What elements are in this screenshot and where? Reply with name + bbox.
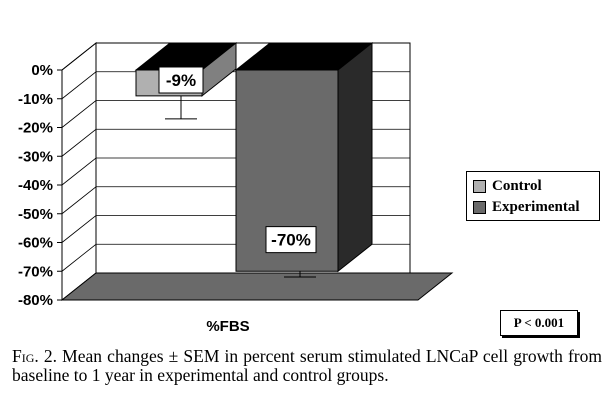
figure: 0% -10% -20% -30% -40% -50% -60% -70% -80% -9% -7…: [18, 41, 600, 336]
error-bars: [165, 95, 316, 278]
y-tick-label: -60%: [18, 235, 53, 252]
data-label-box-experimental: [265, 226, 317, 254]
legend-swatch-control: [473, 179, 486, 193]
bar-chart: 0% -10% -20% -30% -40% -50% -60% -70% -80% -9% -7…: [18, 41, 454, 335]
data-label-box-control: [158, 66, 204, 94]
legend-swatch-experimental: [473, 200, 486, 214]
figure-caption: Fig. 2. Mean changes ± SEM in percent se…: [12, 347, 602, 385]
legend-item-control: Control: [473, 176, 542, 196]
y-tick-label: -10%: [18, 91, 53, 108]
y-tick-label: -20%: [18, 120, 53, 137]
data-label-control: -9%: [158, 66, 204, 94]
figure-caption-label: Fig. 2.: [12, 346, 58, 366]
p-value-annotation: P < 0.001: [500, 310, 578, 336]
figure-caption-text: Mean changes ± SEM in percent serum stim…: [12, 346, 602, 385]
data-label-text-control: -9%: [166, 71, 196, 90]
y-tick-label: -30%: [18, 148, 53, 165]
legend-label-control: Control: [492, 177, 542, 194]
legend-label-experimental: Experimental: [492, 198, 580, 215]
chart-floor: [60, 272, 454, 301]
y-tick-label: -80%: [18, 292, 53, 309]
legend-item-experimental: Experimental: [473, 197, 580, 217]
data-labels: -9% -70%: [158, 66, 317, 254]
data-label-experimental: -70%: [265, 226, 317, 254]
y-tick-label: 0%: [31, 62, 53, 79]
y-axis-tick-labels: 0% -10% -20% -30% -40% -50% -60% -70% -80%: [18, 62, 53, 309]
legend: Control Experimental: [466, 171, 600, 221]
bar-side-experimental: [337, 41, 373, 273]
x-axis-label: %FBS: [206, 318, 249, 335]
chart-floor-plane: [60, 272, 454, 301]
y-tick-label: -40%: [18, 177, 53, 194]
y-tick-label: -50%: [18, 206, 53, 223]
y-tick-label: -70%: [18, 263, 53, 280]
data-label-text-experimental: -70%: [271, 231, 311, 250]
